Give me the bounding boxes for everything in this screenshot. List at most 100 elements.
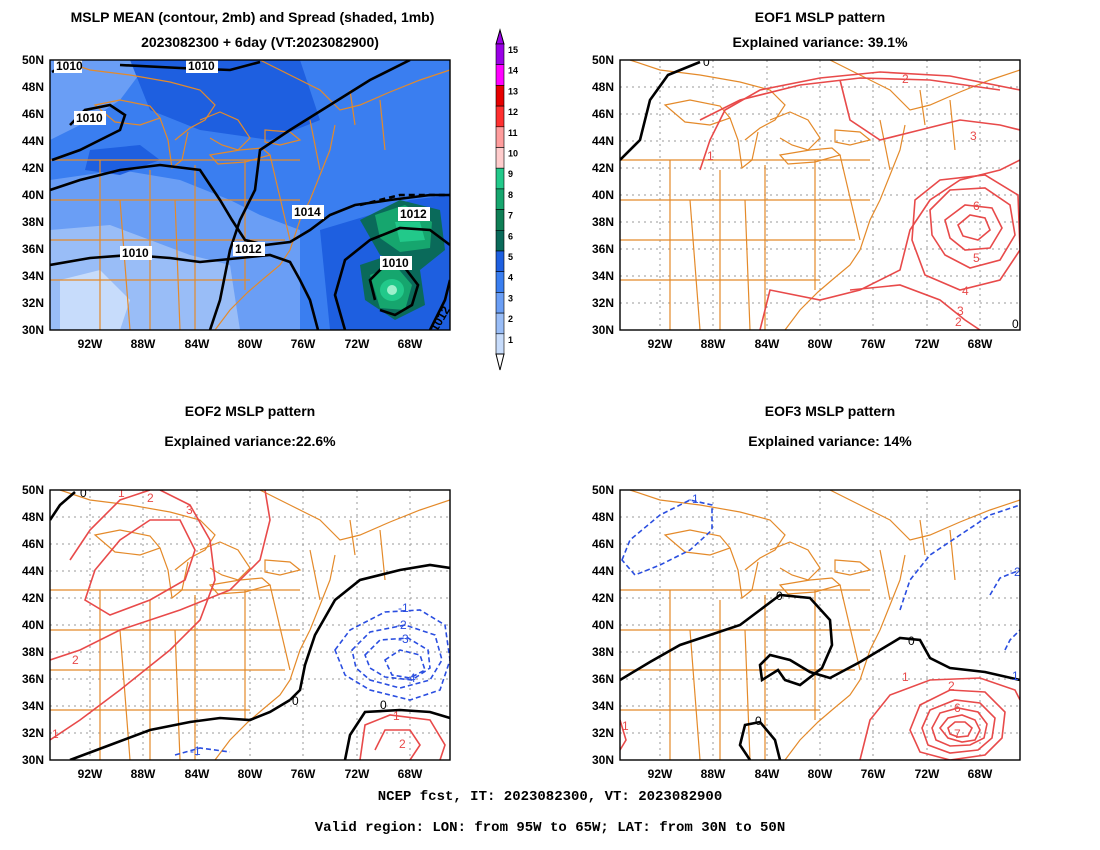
eof2-contour-label: 1 (393, 709, 400, 723)
mean-contour-label: 1012 (400, 207, 427, 221)
colorbar-label: 2 (508, 314, 513, 324)
svg-text:46N: 46N (22, 107, 44, 121)
eof2-lat-axis: 50N 48N 46N 44N 42N 40N 38N 36N 34N 32N … (22, 483, 44, 767)
colorbar-swatch (495, 230, 505, 252)
svg-text:44N: 44N (22, 134, 44, 148)
mean-lon-axis: 92W 88W 84W 80W 76W 72W 68W (78, 337, 423, 351)
svg-text:88W: 88W (701, 767, 726, 781)
colorbar-label: 9 (508, 169, 513, 179)
eof3-contour-label: 2 (948, 679, 955, 693)
eof1-lon-axis: 92W 88W 84W 80W 76W 72W 68W (648, 337, 993, 351)
eof3-contour-label: 0 (908, 634, 915, 648)
mean-title-line1: MSLP MEAN (contour, 2mb) and Spread (sha… (70, 9, 435, 25)
eof2-contour-label: -1 (398, 601, 409, 615)
colorbar-label: 7 (508, 211, 513, 221)
svg-text:32N: 32N (22, 296, 44, 310)
colorbar-label: 4 (508, 273, 513, 283)
footer-forecast-info: NCEP fcst, IT: 2023082300, VT: 202308290… (377, 789, 723, 805)
eof1-map-panel: 0 2 1 3 6 5 4 3 2 0 50N 48N 46N 44N 42N … (592, 53, 1021, 351)
colorbar-swatch (495, 209, 505, 231)
svg-text:88W: 88W (131, 337, 156, 351)
svg-text:36N: 36N (592, 672, 614, 686)
svg-text:30N: 30N (22, 753, 44, 767)
eof2-contour-label: 1 (52, 727, 59, 741)
mean-title-line2: 2023082300 + 6day (VT:2023082900) (141, 34, 379, 50)
svg-text:34N: 34N (592, 699, 614, 713)
svg-text:30N: 30N (22, 323, 44, 337)
eof2-contour-label: 0 (292, 694, 299, 708)
svg-text:92W: 92W (78, 337, 103, 351)
svg-text:80W: 80W (238, 337, 263, 351)
eof3-contour-label: 1 (1012, 669, 1019, 683)
svg-text:32N: 32N (592, 296, 614, 310)
svg-text:38N: 38N (22, 645, 44, 659)
eof2-contour-label: 1 (118, 486, 125, 500)
colorbar-swatch (495, 147, 505, 169)
colorbar-swatch (495, 167, 505, 190)
eof2-contour-label: -4 (405, 671, 416, 685)
mean-contour-label: 1010 (122, 246, 149, 260)
svg-text:48N: 48N (22, 80, 44, 94)
mean-map-panel: 1010 1010 1010 1014 1012 1012 1010 1010 … (22, 53, 451, 351)
svg-text:72W: 72W (345, 337, 370, 351)
svg-text:72W: 72W (915, 767, 940, 781)
svg-text:42N: 42N (592, 591, 614, 605)
colorbar-label: 10 (508, 149, 518, 159)
svg-text:72W: 72W (915, 337, 940, 351)
svg-text:92W: 92W (78, 767, 103, 781)
eof3-title: EOF3 MSLP pattern (764, 403, 896, 419)
eof1-contour-label: 6 (973, 199, 980, 213)
svg-text:42N: 42N (22, 591, 44, 605)
svg-text:50N: 50N (22, 483, 44, 497)
mean-contour-label: 1012 (235, 242, 262, 256)
colorbar-swatch (495, 312, 505, 335)
eof3-contour-label: 1 (902, 670, 909, 684)
eof2-variance: Explained variance:22.6% (164, 433, 336, 449)
eof1-contour-label: 0 (1012, 317, 1019, 331)
svg-text:48N: 48N (592, 80, 614, 94)
svg-text:44N: 44N (22, 564, 44, 578)
svg-text:76W: 76W (861, 337, 886, 351)
svg-text:36N: 36N (22, 242, 44, 256)
colorbar-label: 1 (508, 335, 513, 345)
colorbar-swatch (495, 188, 505, 210)
svg-text:36N: 36N (22, 672, 44, 686)
svg-text:50N: 50N (22, 53, 44, 67)
eof3-map-panel: -1 -2 0 0 0 1 2 6 7 1 1 50N 48N 46N 44N … (592, 483, 1021, 781)
svg-text:46N: 46N (592, 107, 614, 121)
eof3-variance: Explained variance: 14% (748, 433, 912, 449)
svg-text:80W: 80W (238, 767, 263, 781)
svg-text:34N: 34N (592, 269, 614, 283)
svg-text:46N: 46N (592, 537, 614, 551)
mean-contour-label: 1014 (294, 205, 321, 219)
svg-text:30N: 30N (592, 753, 614, 767)
svg-text:36N: 36N (592, 242, 614, 256)
eof2-contour-label: -3 (398, 632, 409, 646)
colorbar-swatch (495, 250, 505, 273)
svg-text:44N: 44N (592, 134, 614, 148)
colorbar-swatch (495, 64, 505, 86)
svg-text:76W: 76W (291, 337, 316, 351)
colorbar-swatch (495, 333, 505, 355)
eof2-contour-label: -1 (190, 744, 201, 758)
eof2-title: EOF2 MSLP pattern (184, 403, 316, 419)
svg-text:42N: 42N (592, 161, 614, 175)
svg-text:50N: 50N (592, 53, 614, 67)
eof1-contour-label: 1 (707, 149, 714, 163)
svg-text:80W: 80W (808, 767, 833, 781)
eof1-contour-label: 3 (970, 129, 977, 143)
eof2-contour-label: 2 (72, 653, 79, 667)
svg-text:38N: 38N (22, 215, 44, 229)
svg-text:48N: 48N (22, 510, 44, 524)
eof1-contour-label: 0 (703, 55, 710, 69)
svg-text:84W: 84W (185, 767, 210, 781)
spread-colorbar: 15 14 13 12 11 10 9 8 7 6 5 4 3 2 1 (495, 28, 518, 371)
svg-text:88W: 88W (131, 767, 156, 781)
svg-text:88W: 88W (701, 337, 726, 351)
eof2-contour-label: 3 (186, 503, 193, 517)
eof3-lon-axis: 92W 88W 84W 80W 76W 72W 68W (648, 767, 993, 781)
colorbar-label: 3 (508, 293, 513, 303)
eof1-contour-label: 5 (973, 251, 980, 265)
colorbar-label: 11 (508, 128, 518, 138)
